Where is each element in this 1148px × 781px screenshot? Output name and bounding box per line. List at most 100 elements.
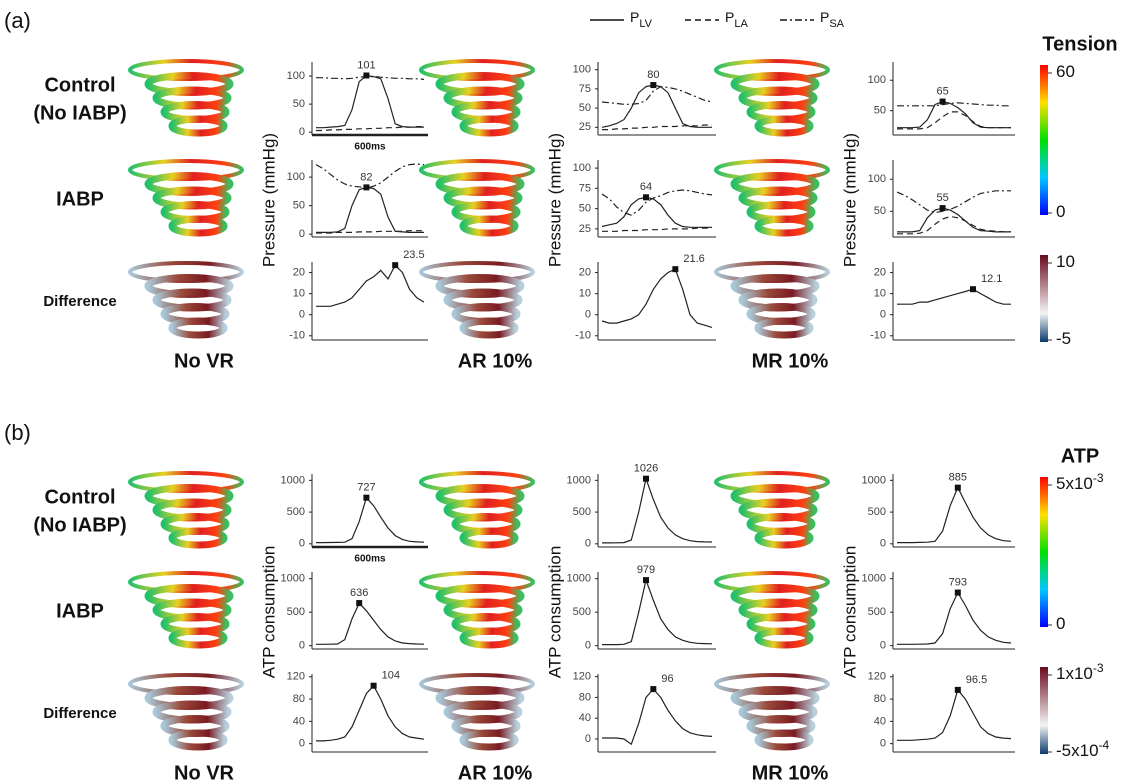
y-tick-label: 1000 [281, 474, 305, 486]
legend-subscript: LA [734, 18, 748, 30]
y-tick-label: 20 [874, 266, 886, 278]
y-tick-label: 0 [880, 538, 886, 550]
y-axis-label: Pressure (mmHg) [840, 133, 859, 267]
heart-render [130, 473, 242, 545]
legend-subscript: SA [829, 18, 844, 30]
y-tick-label: 1000 [862, 474, 886, 486]
heart-ring [758, 531, 810, 545]
y-tick-label: 500 [287, 506, 305, 518]
row-label: Difference [43, 293, 116, 310]
heart-render [716, 161, 828, 233]
y-tick-label: 0 [299, 640, 305, 652]
row-label: Control [44, 74, 115, 96]
curve [602, 228, 712, 231]
y-tick-label: -10 [289, 330, 305, 342]
heart-render [421, 675, 533, 747]
y-tick-label: 500 [287, 606, 305, 618]
y-tick-label: 1000 [281, 573, 305, 585]
peak-label: 12.1 [981, 273, 1002, 285]
heart-ring [172, 321, 224, 335]
panel-label: (b) [4, 420, 31, 445]
curve [897, 191, 1011, 213]
y-tick-label: 10 [874, 288, 886, 300]
colorbar-label-base: 5x10 [1056, 474, 1093, 493]
heart-ring [758, 321, 810, 335]
peak-label: 104 [382, 670, 400, 682]
y-tick-label: 0 [585, 733, 591, 745]
y-tick-label: 0 [299, 738, 305, 750]
y-tick-label: 20 [579, 266, 591, 278]
curve [316, 76, 424, 128]
curve [316, 498, 424, 543]
row-label: Difference [43, 705, 116, 722]
colorbar-label-base: 10 [1056, 252, 1075, 271]
curve [602, 190, 712, 215]
y-tick-label: 50 [579, 203, 591, 215]
peak-label: 636 [350, 587, 368, 599]
colorbar-label-base: -5 [1056, 329, 1071, 348]
column-label: MR 10% [752, 350, 829, 372]
y-tick-label: 40 [874, 715, 886, 727]
y-tick-label: 1000 [567, 573, 591, 585]
y-tick-label: 500 [573, 606, 591, 618]
peak-marker [643, 476, 649, 482]
heart-render [716, 573, 828, 645]
legend-label: PLV [630, 9, 653, 30]
peak-marker [970, 286, 976, 292]
curve [602, 689, 712, 744]
y-axis-label: ATP consumption [545, 546, 564, 679]
peak-marker [643, 194, 649, 200]
y-tick-label: 500 [868, 606, 886, 618]
row-label: IABP [56, 600, 104, 622]
peak-label: 80 [647, 69, 659, 81]
curve [897, 112, 1011, 129]
peak-label: 885 [949, 472, 967, 484]
colorbar-label: 10 [1056, 252, 1075, 271]
y-tick-label: 100 [868, 74, 886, 86]
figure: (a)PLVPLAPSAControl(No IABP)IABPDifferen… [0, 0, 1148, 781]
peak-marker [371, 683, 377, 689]
peak-label: 21.6 [683, 253, 704, 265]
y-tick-label: 0 [585, 538, 591, 550]
column-label: No VR [174, 762, 235, 781]
y-tick-label: 0 [585, 640, 591, 652]
heart-render [130, 61, 242, 133]
curve [602, 479, 712, 543]
curve [897, 208, 1011, 232]
y-tick-label: 80 [293, 693, 305, 705]
heart-ring [463, 219, 515, 233]
curve [602, 87, 712, 105]
y-tick-label: 100 [287, 70, 305, 82]
y-tick-label: 0 [880, 309, 886, 321]
y-tick-label: 10 [579, 288, 591, 300]
peak-marker [650, 686, 656, 692]
y-tick-label: -10 [870, 330, 886, 342]
peak-label: 64 [640, 181, 652, 193]
colorbar [1040, 255, 1048, 342]
heart-ring [758, 631, 810, 645]
column-label: AR 10% [458, 762, 533, 781]
row-label: (No IABP) [33, 514, 126, 536]
y-tick-label: 80 [874, 693, 886, 705]
y-tick-label: 100 [868, 173, 886, 185]
legend-symbol: P [725, 9, 734, 25]
heart-render [130, 263, 242, 335]
peak-label: 65 [936, 85, 948, 97]
colorbar-label: -5 [1056, 329, 1071, 348]
column-label: MR 10% [752, 762, 829, 781]
y-tick-label: 500 [573, 506, 591, 518]
peak-label: 979 [637, 564, 655, 576]
y-tick-label: 500 [868, 506, 886, 518]
scale-bar-label: 600ms [354, 554, 386, 565]
y-tick-label: 25 [579, 223, 591, 235]
legend-subscript: LV [639, 18, 652, 30]
curve [897, 488, 1011, 543]
curve [602, 580, 712, 645]
curve [602, 85, 712, 127]
y-axis-label: Pressure (mmHg) [545, 133, 564, 267]
y-tick-label: 120 [287, 671, 305, 683]
y-tick-label: 50 [293, 98, 305, 110]
y-tick-label: 25 [579, 121, 591, 133]
colorbar-label: 1x10-3 [1056, 661, 1104, 683]
colorbar-label: -5x10-4 [1056, 738, 1110, 760]
